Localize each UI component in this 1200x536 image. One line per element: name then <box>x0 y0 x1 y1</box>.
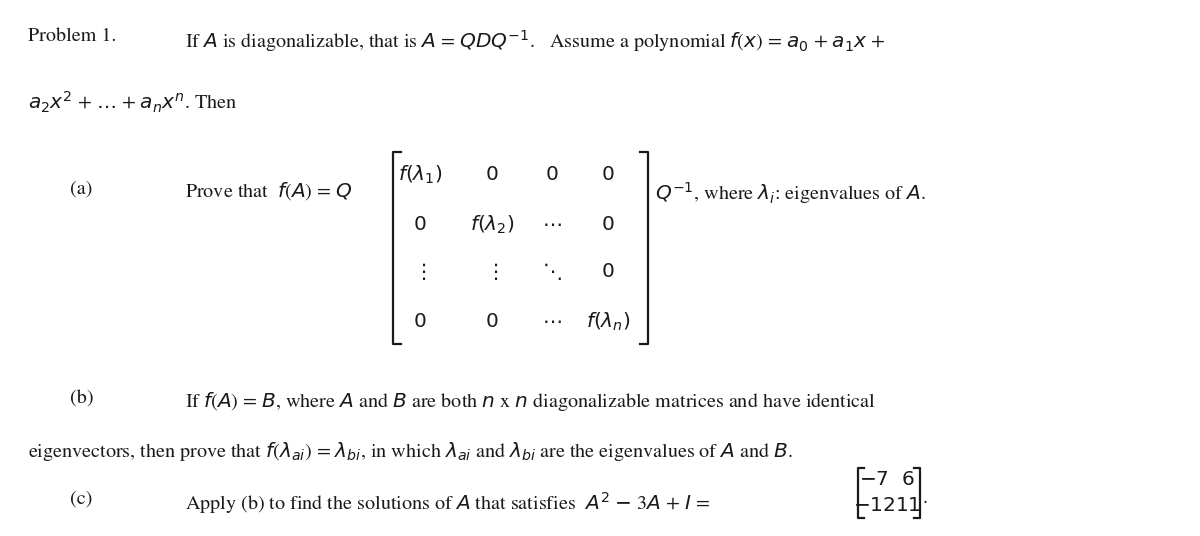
Text: $0$: $0$ <box>413 216 427 234</box>
Text: Prove that  $\mathit{f}$($\mathit{A}$) = $\mathit{Q}$: Prove that $\mathit{f}$($\mathit{A}$) = … <box>185 180 353 202</box>
Text: $f(\lambda_2)$: $f(\lambda_2)$ <box>469 214 515 236</box>
Text: $6$: $6$ <box>901 471 914 489</box>
Text: $0$: $0$ <box>485 313 499 331</box>
Text: $\cdots$: $\cdots$ <box>542 314 562 331</box>
Text: $f(\lambda_1)$: $f(\lambda_1)$ <box>397 164 443 186</box>
Text: $0$: $0$ <box>485 166 499 184</box>
Text: $\vdots$: $\vdots$ <box>414 262 426 282</box>
Text: (b): (b) <box>70 390 94 407</box>
Text: (a): (a) <box>70 180 92 197</box>
Text: Problem 1.: Problem 1. <box>28 28 116 45</box>
Text: Apply (b) to find the solutions of $\mathit{A}$ that satisfies  $\mathit{A}^2$ $: Apply (b) to find the solutions of $\mat… <box>185 490 710 516</box>
Text: eigenvectors, then prove that $\mathit{f}$($\lambda_{ai}$) = $\lambda_{bi}$, in : eigenvectors, then prove that $\mathit{f… <box>28 440 793 463</box>
Text: .: . <box>923 490 928 507</box>
Text: $0$: $0$ <box>413 313 427 331</box>
Text: $a_2$$x^2$ + $\ldots$ + $a_n$$x^n$. Then: $a_2$$x^2$ + $\ldots$ + $a_n$$x^n$. Then <box>28 90 238 115</box>
Text: $11$: $11$ <box>895 497 920 515</box>
Text: $\vdots$: $\vdots$ <box>486 262 498 282</box>
Text: (c): (c) <box>70 490 92 507</box>
Text: $\mathit{Q}^{-1}$, where $\lambda_i$: eigenvalues of $\mathit{A}$.: $\mathit{Q}^{-1}$, where $\lambda_i$: ei… <box>655 180 926 206</box>
Text: $0$: $0$ <box>601 166 614 184</box>
Text: $0$: $0$ <box>601 263 614 281</box>
Text: $-12$: $-12$ <box>853 497 895 515</box>
Text: If $\mathit{A}$ is diagonalizable, that is $\mathit{A}$ = $\mathit{QDQ}^{-1}$.  : If $\mathit{A}$ is diagonalizable, that … <box>185 28 886 54</box>
Text: $0$: $0$ <box>601 216 614 234</box>
Text: $f(\lambda_n)$: $f(\lambda_n)$ <box>586 311 630 333</box>
Text: $\cdots$: $\cdots$ <box>542 217 562 234</box>
Text: $0$: $0$ <box>545 166 559 184</box>
Text: If $\mathit{f}$($\mathit{A}$) = $\mathit{B}$, where $\mathit{A}$ and $\mathit{B}: If $\mathit{f}$($\mathit{A}$) = $\mathit… <box>185 390 876 413</box>
Text: $\ddots$: $\ddots$ <box>542 262 562 282</box>
Text: $-7$: $-7$ <box>859 471 889 489</box>
